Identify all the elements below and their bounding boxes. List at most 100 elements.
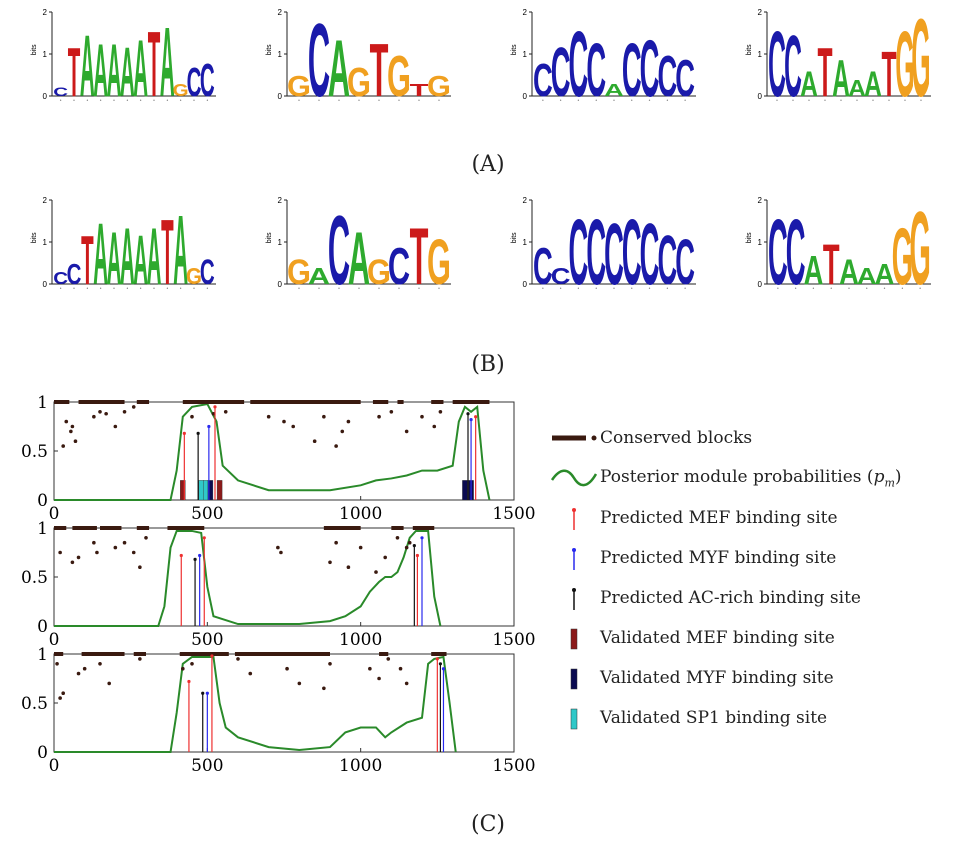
logo-a-3: 0 1 2 bits C • C • C • C • A • C • C • C • C • xyxy=(510,4,700,116)
conserved-point xyxy=(404,545,409,550)
logo-letter-A: A xyxy=(848,76,866,102)
logo-letter-A: A xyxy=(107,28,122,113)
logo-letter-C: C xyxy=(388,238,410,296)
conserved-point xyxy=(107,681,111,686)
predicted-myf-site-head xyxy=(207,424,211,429)
logo-tick-label: 1 xyxy=(278,238,283,247)
logo-tick-label: 2 xyxy=(43,196,48,205)
predicted-myf-site-head xyxy=(205,691,209,695)
pred-myf-swatch xyxy=(548,543,600,573)
logo-position-mark: • xyxy=(813,286,815,292)
logo-letter-T: T xyxy=(881,39,896,110)
conserved-point xyxy=(190,662,194,666)
logo-tick-label: 1 xyxy=(523,238,528,247)
conserved-point xyxy=(266,414,271,419)
conserved-point xyxy=(131,550,136,555)
conserved-point xyxy=(70,560,75,565)
logo-tick-label: 0 xyxy=(758,92,763,101)
logo-position-mark: • xyxy=(848,286,850,292)
predicted-ac-site-head xyxy=(466,412,470,416)
logo-letter-C: C xyxy=(533,56,553,107)
logo-tick-label: 0 xyxy=(523,92,528,101)
x-tick-label: 500 xyxy=(191,756,223,776)
logo-a-2: 0 1 2 bits G • C • A • G • T • G • T • G • xyxy=(265,4,455,116)
logo-letter-C: C xyxy=(551,34,571,112)
conserved-point xyxy=(377,414,381,419)
logo-letter-A: A xyxy=(328,22,350,113)
logo-letter-A: A xyxy=(604,80,624,100)
logo-letter-T: T xyxy=(817,35,832,112)
conserved-point xyxy=(346,565,351,569)
logo-position-mark: • xyxy=(298,286,300,292)
logo-letter-A: A xyxy=(875,258,895,290)
conserved-point xyxy=(377,676,381,681)
logo-letter-C: C xyxy=(657,222,677,300)
logo-letter-C: C xyxy=(604,206,624,303)
conserved-point xyxy=(312,439,317,443)
logo-position-mark: • xyxy=(358,286,360,292)
validated-myf-site xyxy=(207,480,214,501)
conserved-point xyxy=(98,410,102,414)
logo-position-mark: • xyxy=(560,98,562,104)
x-tick-label: 1000 xyxy=(339,756,382,776)
logo-letter-G: G xyxy=(367,252,391,291)
logo-tick-label: 2 xyxy=(523,8,528,17)
logo-position-mark: • xyxy=(126,286,128,292)
predicted-myf-site-head xyxy=(441,667,446,671)
conserved-point xyxy=(404,681,409,686)
logo-letter-G: G xyxy=(895,14,914,116)
x-tick-label: 1500 xyxy=(492,756,535,776)
logo-position-mark: • xyxy=(631,98,633,104)
logo-letter-C: C xyxy=(187,59,202,104)
conserved-point xyxy=(55,662,59,666)
logo-position-mark: • xyxy=(398,286,400,292)
logo-b-3: 0 1 2 bits C • C • C • C • C • C • C • C • C • xyxy=(510,192,700,304)
pred-ac-swatch xyxy=(548,583,600,613)
conserved-point xyxy=(328,662,332,666)
logo-position-mark: • xyxy=(830,286,832,292)
conserved-point xyxy=(328,560,332,565)
logo-letter-A: A xyxy=(147,210,162,302)
logo-letter-A: A xyxy=(832,49,850,108)
x-tick-label: 1000 xyxy=(339,630,382,650)
predicted-ac-site-head xyxy=(201,691,205,695)
conserved-point xyxy=(398,666,403,671)
logo-position-mark: • xyxy=(60,98,62,104)
logo-letter-A: A xyxy=(120,210,135,302)
logo-position-mark: • xyxy=(418,98,420,104)
logo-tick-label: 1 xyxy=(523,50,528,59)
predicted-mef-site-head xyxy=(415,553,419,558)
legend-label-val-mef: Validated MEF binding site xyxy=(600,628,835,648)
logo-position-mark: • xyxy=(840,98,842,104)
logo-position-mark: • xyxy=(824,98,826,104)
logo-position-mark: • xyxy=(378,98,380,104)
legend-item-pred-mef: Predicted MEF binding site xyxy=(548,498,958,538)
conserved-point xyxy=(358,545,363,550)
conserved-point xyxy=(190,414,194,419)
logo-position-mark: • xyxy=(666,98,668,104)
logo-letter-G: G xyxy=(387,44,411,109)
predicted-ac-site-head xyxy=(193,557,197,561)
conserved-point xyxy=(248,671,253,676)
module-plot-2: 0 0.5 1 0 500 1000 1500 xyxy=(20,519,536,650)
conserved-point xyxy=(389,410,394,414)
logo-a-4: 0 1 2 bits C • C • A • T • A • A • A • T • G • G • xyxy=(745,4,935,116)
logo-position-mark: • xyxy=(542,98,544,104)
validated-myf-site xyxy=(462,480,468,501)
x-tick-label: 1500 xyxy=(492,630,535,650)
logo-position-mark: • xyxy=(666,286,668,292)
logo-tick-label: 1 xyxy=(758,50,763,59)
x-tick-label: 0 xyxy=(49,504,60,524)
logo-position-mark: • xyxy=(126,98,128,104)
logo-tick-label: 0 xyxy=(278,92,283,101)
logo-position-mark: • xyxy=(808,98,810,104)
logo-y-label: bits xyxy=(266,232,273,243)
logo-letter-A: A xyxy=(80,19,95,115)
conserved-point xyxy=(95,550,99,555)
logo-position-mark: • xyxy=(153,286,155,292)
conserved-point xyxy=(438,410,443,414)
legend-label-val-myf: Validated MYF binding site xyxy=(600,668,834,688)
pred-mef-swatch xyxy=(548,503,600,533)
logo-letter-A: A xyxy=(93,207,108,303)
